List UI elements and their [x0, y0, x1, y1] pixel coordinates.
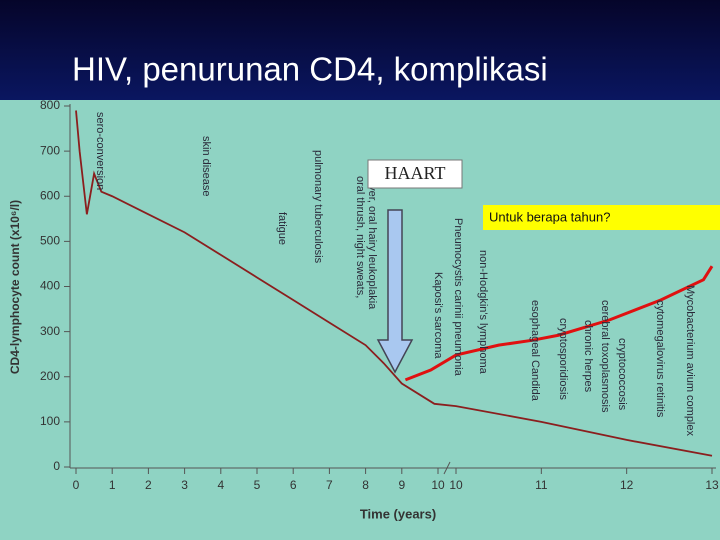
x-tick-label: 4 — [217, 478, 224, 492]
annotation: skin disease — [200, 136, 212, 197]
x-tick-label: 5 — [254, 478, 261, 492]
x-tick-label: 13 — [705, 478, 719, 492]
annotation: chronic herpes — [582, 320, 594, 393]
x-tick-label: 7 — [326, 478, 333, 492]
annotation: Kaposi's sarcoma — [432, 272, 444, 359]
x-tick-label: 11 — [535, 478, 548, 492]
annotation: fatigue — [276, 212, 288, 245]
x-tick-label: 10 — [431, 478, 445, 492]
annotation: fever, oral hairy leukoplakia — [366, 176, 378, 310]
y-tick-label: 0 — [53, 459, 60, 473]
y-tick-label: 300 — [40, 324, 60, 338]
line-series — [75, 110, 713, 457]
x-tick-label: 1 — [109, 478, 116, 492]
haart-label: HAART — [385, 163, 446, 183]
annotation: Mycobacterium avium complex — [684, 285, 696, 436]
annotation: non-Hodgkin's lymphoma — [477, 250, 489, 375]
haart-box — [367, 159, 463, 189]
y-tick-label: 100 — [40, 414, 60, 428]
annotation: cryptococcosis — [616, 338, 628, 411]
x-tick-label: 8 — [362, 478, 369, 492]
x-axis-label: Time (years) — [360, 506, 436, 521]
chart-bg — [0, 100, 720, 540]
annotation: esophageal Candida — [529, 300, 541, 402]
y-tick-label: 600 — [40, 188, 60, 202]
chart-title: HIV, penurunan CD4, komplikasi — [72, 51, 548, 88]
annotation: cryptosporidiosis — [557, 318, 569, 400]
line-series — [404, 265, 714, 382]
annotation: cerebral toxoplasmosis — [599, 300, 611, 413]
y-axis-label: CD4-lymphocyte count (x10⁶/l) — [8, 200, 22, 374]
y-tick-label: 200 — [40, 369, 60, 383]
y-tick-label: 400 — [40, 279, 60, 293]
x-tick-label: 6 — [290, 478, 297, 492]
annotation: pulmonary tuberculosis — [312, 150, 324, 264]
x-tick-label: 3 — [181, 478, 188, 492]
x-tick-label: 2 — [145, 478, 152, 492]
y-tick-label: 800 — [40, 98, 60, 112]
y-tick-label: 700 — [40, 143, 60, 157]
question-box — [483, 205, 720, 230]
question: Untuk berapa tahun? — [489, 209, 610, 224]
header-bg — [0, 0, 720, 100]
annotation: Pneumocystis carinii pneumonia — [452, 218, 464, 377]
axis-break — [443, 461, 451, 475]
annotation: oral thrush, night sweats, — [354, 176, 366, 298]
annotation: sero-conversion — [94, 112, 106, 190]
haart-arrow — [376, 209, 414, 374]
x-tick-label: 10 — [449, 478, 463, 492]
x-tick-label: 0 — [73, 478, 80, 492]
x-tick-label: 12 — [620, 478, 634, 492]
y-tick-label: 500 — [40, 234, 60, 248]
annotation: cytomegalovirus retinitis — [654, 300, 666, 418]
x-tick-label: 9 — [398, 478, 405, 492]
